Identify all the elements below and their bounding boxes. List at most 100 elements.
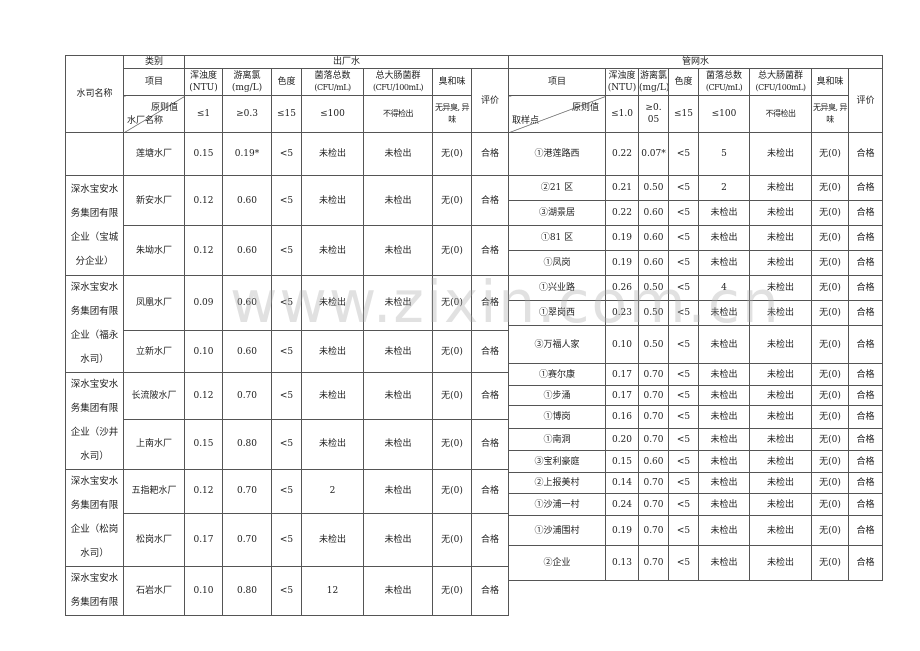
cell-value: <5 [668, 428, 699, 451]
sample-point: ①兴业路 [508, 275, 606, 301]
cell-value: 无(0) [811, 493, 849, 516]
cell-value: 未检出 [363, 566, 433, 616]
column-limit: ≤100 [301, 95, 364, 133]
column-limit: ≥0.3 [222, 95, 272, 133]
cell-value: 0.10 [605, 325, 639, 364]
cell-value: 0.70 [638, 428, 669, 451]
cell-value: 无(0) [811, 225, 849, 251]
cell-value: 0.15 [184, 418, 223, 471]
cell-value: 无(0) [432, 372, 472, 420]
column-limit: ≥0. 05 [638, 95, 669, 133]
cell-value: 无(0) [432, 512, 472, 568]
column-name: 色度 [674, 77, 693, 87]
cell-value: 合格 [470, 274, 510, 332]
category-label: 类别 [123, 55, 185, 69]
plant-name: 凤凰水厂 [123, 274, 185, 332]
cell-value: 合格 [847, 428, 884, 451]
cell-value: 无(0) [432, 330, 472, 373]
cell-value: 无(0) [432, 418, 472, 471]
cell-value: <5 [271, 225, 302, 276]
column-header: 色度 [668, 68, 699, 96]
cell-value: <5 [668, 325, 699, 364]
cell-value: <5 [271, 372, 302, 420]
cell-value: <5 [668, 200, 699, 226]
cell-value: 无(0) [811, 428, 849, 451]
cell-value: 2 [698, 175, 750, 201]
cell-value: 未检出 [698, 250, 750, 276]
column-header: 臭和味 [811, 68, 849, 96]
sample-point: ③湖景居 [508, 200, 606, 226]
diag-standard-label: 原则值 [150, 103, 178, 113]
column-name: 臭和味 [816, 77, 844, 87]
cell-value: 无(0) [811, 450, 849, 473]
cell-value: 0.50 [638, 175, 669, 201]
cell-value: 未检出 [749, 363, 812, 386]
cell-value: 0.15 [605, 450, 639, 473]
column-unit: (CFU/100mL) [755, 83, 806, 92]
cell-value: 未检出 [749, 200, 812, 226]
company-name: 深水宝安水务集团有限企业（福永水司） [65, 275, 124, 373]
plant-name: 新安水厂 [123, 175, 185, 226]
cell-value: <5 [668, 275, 699, 301]
plant-name: 朱坳水厂 [123, 225, 185, 276]
cell-value: 无(0) [811, 472, 849, 494]
cell-value: 合格 [470, 175, 510, 226]
sample-point: ②企业 [508, 545, 606, 581]
table-row: ①赛尔康 0.17 0.70 <5 未检出 未检出 无(0) 合格 [508, 363, 884, 386]
sample-point: ①凤岗 [508, 250, 606, 276]
plant-name: 立新水厂 [123, 330, 185, 373]
cell-value: <5 [668, 250, 699, 276]
sample-point: ②上报美村 [508, 472, 606, 494]
column-unit: (NTU) [607, 83, 637, 93]
cell-value: 未检出 [698, 493, 750, 516]
cell-value: 未检出 [698, 515, 750, 546]
cell-value: 0.17 [605, 385, 639, 406]
cell-value: 4 [698, 275, 750, 301]
column-limit: 无异臭, 异味 [432, 95, 472, 133]
cell-value: 未检出 [749, 405, 812, 429]
cell-value: 合格 [470, 566, 510, 616]
cell-value: 0.70 [638, 405, 669, 429]
cell-value: 未检出 [363, 469, 433, 514]
table-row: 上南水厂 0.15 0.80 <5 未检出 未检出 无(0) 合格 [66, 418, 510, 471]
cell-value: 未检出 [301, 512, 364, 568]
column-header: 总大肠菌群 (CFU/100mL) [363, 68, 433, 96]
cell-value: 未检出 [749, 132, 812, 176]
table-row: ①港莲路西 0.22 0.07* <5 5 未检出 无(0) 合格 [508, 132, 884, 176]
table-row: 朱坳水厂 0.12 0.60 <5 未检出 未检出 无(0) 合格 [66, 225, 510, 276]
cell-value: 未检出 [749, 175, 812, 201]
cell-value: 合格 [470, 225, 510, 276]
cell-value: 0.70 [222, 469, 272, 514]
cell-value: 未检出 [749, 325, 812, 364]
table-row: ①81 区 0.19 0.60 <5 未检出 未检出 无(0) 合格 [508, 225, 884, 251]
table-row: 深水宝安水务集团有限企业（沙井水司） 长流陂水厂 0.12 0.70 <5 未检出 未检出无… [65, 372, 510, 470]
cell-value: 无(0) [811, 132, 849, 176]
cell-value: 0.10 [184, 566, 223, 616]
cell-value: 合格 [847, 385, 884, 406]
eval-header: 评价 [470, 68, 510, 133]
cell-value: 0.50 [638, 300, 669, 326]
cell-value: <5 [668, 515, 699, 546]
cell-value: 0.60 [222, 274, 272, 332]
table-row: ①南洞 0.20 0.70 <5 未检出 未检出 无(0) 合格 [508, 428, 884, 451]
cell-value: 0.60 [638, 200, 669, 226]
table-row: ①沙浦一村 0.24 0.70 <5 未检出 未检出 无(0) 合格 [508, 493, 884, 516]
cell-value: 0.17 [605, 363, 639, 386]
cell-value: 无(0) [811, 175, 849, 201]
column-header: 菌落总数 (CFU/mL) [301, 68, 364, 96]
column-name: 色度 [277, 77, 296, 87]
cell-value: 0.13 [605, 545, 639, 581]
plant-name: 莲塘水厂 [123, 132, 185, 176]
cell-value: 合格 [470, 132, 510, 176]
table-row: ①兴业路 0.26 0.50 <5 4 未检出 无(0) 合格 [508, 275, 884, 301]
column-unit: (CFU/100mL) [372, 83, 424, 92]
sample-point: ①赛尔康 [508, 363, 606, 386]
cell-value: 0.70 [222, 512, 272, 568]
cell-value: 未检出 [363, 330, 433, 373]
cell-value: 无(0) [432, 175, 472, 226]
cell-value: 0.70 [638, 493, 669, 516]
company-name [65, 132, 124, 176]
column-header: 浑浊度 (NTU) [605, 68, 639, 96]
cell-value: <5 [668, 300, 699, 326]
plant-name: 五指耙水厂 [123, 469, 185, 514]
